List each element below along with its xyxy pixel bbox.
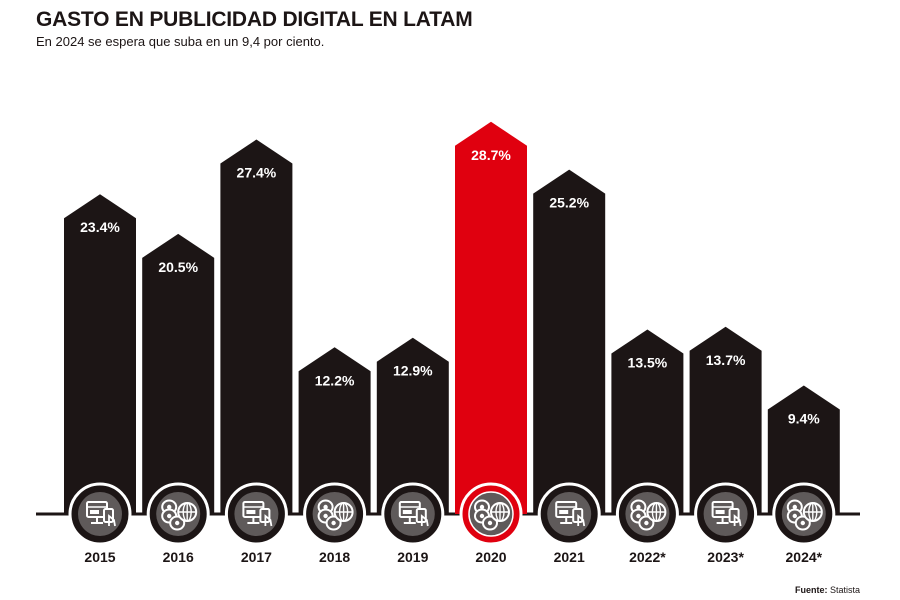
source-note: Fuente: Statista: [795, 585, 860, 595]
monitor-card-icon: [694, 482, 758, 546]
data-label: 25.2%: [549, 195, 589, 211]
coins-globe-icon: [459, 482, 523, 546]
bar-group: 12.9% 2019: [376, 337, 449, 565]
bar: [611, 329, 684, 514]
bar: [455, 121, 527, 515]
data-label: 13.5%: [628, 355, 668, 371]
bar-group: 25.2% 2021: [533, 169, 606, 565]
monitor-card-icon: [224, 482, 288, 546]
coins-globe-icon: [146, 482, 210, 546]
x-tick-label: 2024*: [786, 549, 823, 565]
bar-group: 12.2% 2018: [298, 347, 371, 565]
coins-globe-icon: [615, 482, 679, 546]
bar-group: 20.5% 2016: [142, 233, 215, 565]
coins-globe-icon: [303, 482, 367, 546]
chart-subtitle: En 2024 se espera que suba en un 9,4 por…: [36, 34, 325, 49]
data-label: 23.4%: [80, 219, 120, 235]
x-tick-label: 2019: [397, 549, 428, 565]
data-label: 27.4%: [237, 165, 277, 181]
data-label: 9.4%: [788, 411, 820, 427]
bar: [689, 326, 762, 514]
monitor-card-icon: [68, 482, 132, 546]
monitor-card-icon: [537, 482, 601, 546]
coins-globe-icon: [772, 482, 836, 546]
data-label: 13.7%: [706, 352, 746, 368]
bar: [533, 169, 606, 514]
data-label: 28.7%: [471, 147, 511, 163]
bar-group: 9.4% 2024*: [767, 385, 840, 565]
bar: [376, 337, 449, 514]
bar: [767, 385, 840, 514]
bar: [142, 233, 215, 515]
bar: [64, 194, 136, 514]
x-tick-label: 2022*: [629, 549, 666, 565]
source-name: Statista: [829, 585, 860, 595]
data-label: 12.2%: [315, 372, 355, 388]
monitor-card-icon: [381, 482, 445, 546]
source-label: Fuente:: [794, 585, 828, 595]
bar-group: 13.5% 2022*: [611, 329, 684, 565]
x-tick-label: 2021: [554, 549, 585, 565]
x-tick-label: 2023*: [707, 549, 744, 565]
x-tick-label: 2018: [319, 549, 350, 565]
chart-title: GASTO EN PUBLICIDAD DIGITAL EN LATAM: [36, 8, 473, 31]
bar: [298, 347, 371, 514]
data-label: 12.9%: [393, 363, 433, 379]
bar-group: 13.7% 2023*: [689, 326, 762, 565]
x-tick-label: 2015: [84, 549, 115, 565]
bar: [220, 139, 293, 515]
bar-group: 23.4% 2015: [64, 194, 136, 565]
x-tick-label: 2020: [475, 549, 506, 565]
bar-group: 27.4% 2017: [220, 139, 293, 565]
data-label: 20.5%: [158, 259, 198, 275]
x-tick-label: 2016: [163, 549, 194, 565]
bar-group: 28.7% 2020: [455, 121, 527, 565]
x-tick-label: 2017: [241, 549, 272, 565]
